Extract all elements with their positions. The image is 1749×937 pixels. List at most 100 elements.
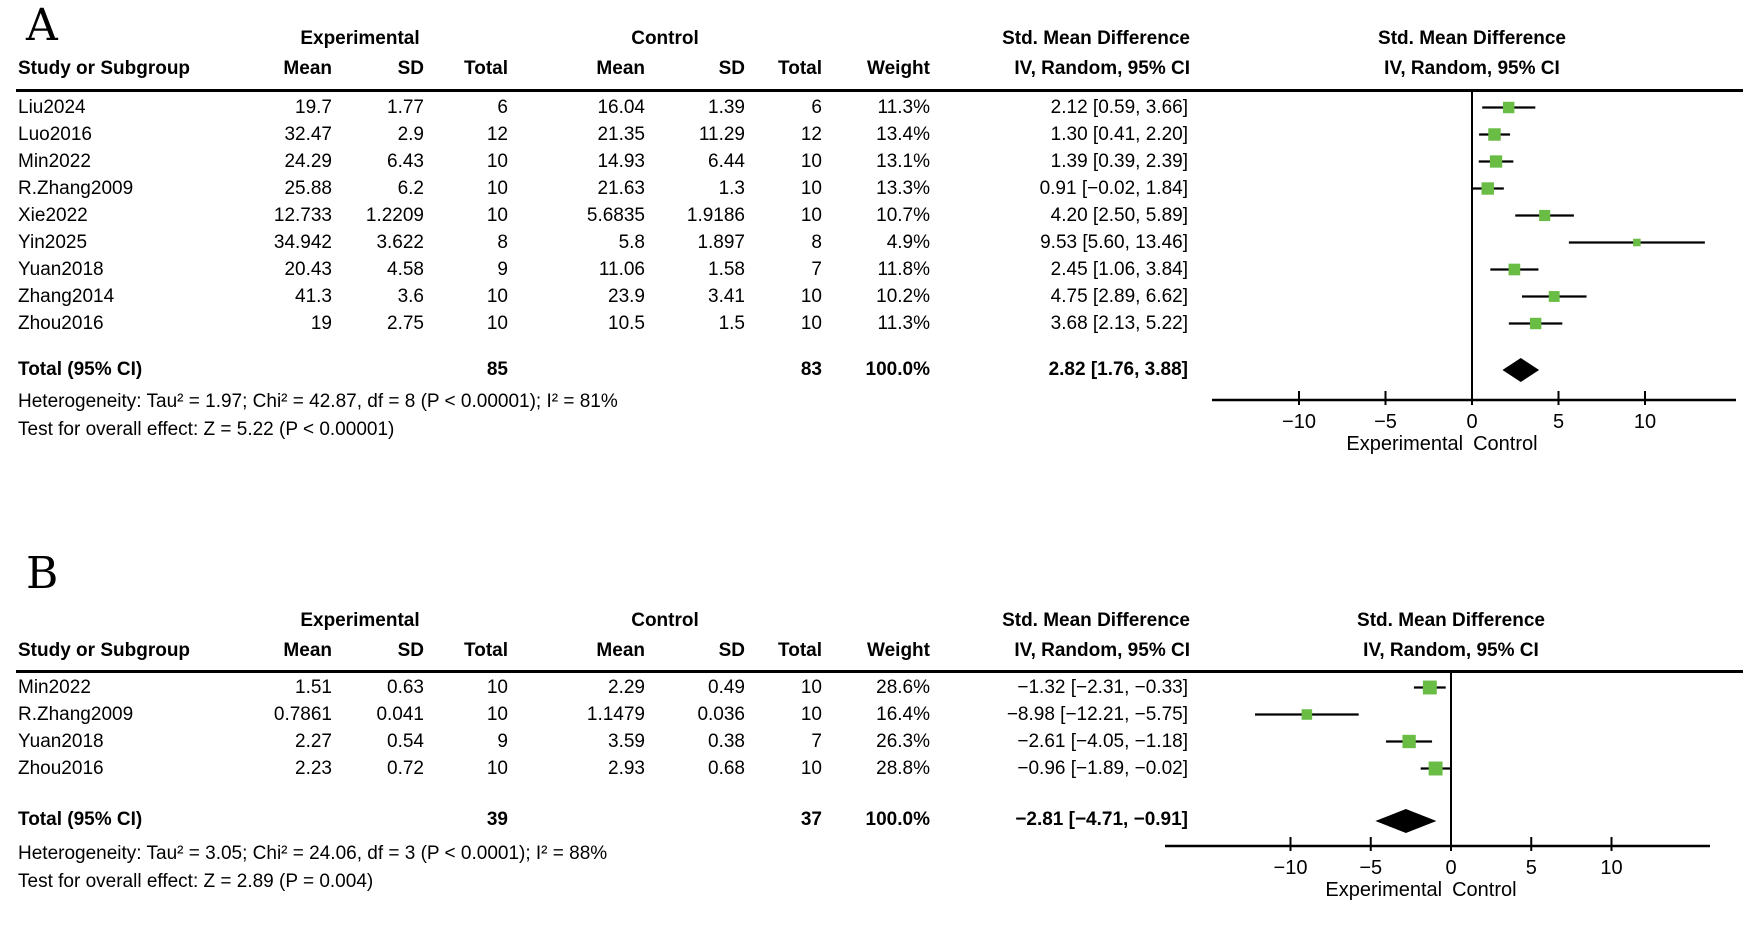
study-name: Xie2022 — [18, 205, 88, 226]
ci-text-cell: 0.91 [−0.02, 1.84] — [1039, 178, 1188, 199]
ci-text-cell: 9.53 [5.60, 13.46] — [1040, 232, 1188, 253]
total-row-a: Total (95% CI) 85 83 100.0% 2.82 [1.76, … — [0, 356, 1749, 384]
study-column-header: Study or Subgroup — [18, 58, 191, 79]
group-header-row-b: Experimental Control Std. Mean Differenc… — [0, 608, 1749, 634]
total-label: Total (95% CI) — [18, 359, 143, 380]
weight-cell: 13.1% — [876, 151, 930, 172]
exp-mean-cell: 2.23 — [295, 758, 332, 779]
exp-sd-cell: 4.58 — [387, 259, 424, 280]
study-row: Min2022 24.29 6.43 10 14.93 6.44 10 13.1… — [18, 148, 1749, 175]
group-header-row-a: Experimental Control Std. Mean Differenc… — [0, 26, 1749, 52]
total-weight: 100.0% — [865, 809, 930, 830]
spacer — [212, 806, 332, 834]
ctl-sd-cell: 0.036 — [697, 704, 745, 725]
exp-sd-cell: 0.54 — [387, 731, 424, 752]
exp-mean-cell: 12.733 — [273, 205, 332, 226]
exp-mean-cell: 32.47 — [284, 124, 332, 145]
study-table-body-a: Liu2024 19.7 1.77 6 16.04 1.39 6 11.3% 2… — [0, 94, 1749, 337]
exp-sd-cell: 0.041 — [376, 704, 424, 725]
ctl-mean-cell: 5.6835 — [586, 205, 645, 226]
ctl-mean-header: Mean — [596, 58, 645, 79]
ci-text-cell: 4.20 [2.50, 5.89] — [1050, 205, 1188, 226]
exp-total-cell: 10 — [486, 313, 508, 334]
exp-mean-cell: 19 — [310, 313, 332, 334]
experimental-group-header: Experimental — [300, 28, 420, 49]
exp-mean-header: Mean — [283, 58, 332, 79]
exp-total-cell: 9 — [497, 731, 508, 752]
overall-effect-note-a: Test for overall effect: Z = 5.22 (P < 0… — [18, 419, 395, 440]
study-name: R.Zhang2009 — [18, 704, 134, 725]
ctl-sd-cell: 11.29 — [698, 124, 745, 145]
total-label: Total (95% CI) — [18, 809, 143, 830]
exp-mean-cell: 25.88 — [284, 178, 332, 199]
exp-total-cell: 9 — [497, 259, 508, 280]
ctl-total-header: Total — [778, 58, 822, 79]
ctl-mean-cell: 14.93 — [597, 151, 645, 172]
exp-sd-cell: 3.6 — [397, 286, 424, 307]
study-name: Min2022 — [18, 677, 91, 698]
exp-mean-cell: 41.3 — [295, 286, 332, 307]
exp-total-cell: 10 — [486, 286, 508, 307]
ctl-total-cell: 7 — [811, 731, 822, 752]
study-row: Zhang2014 41.3 3.6 10 23.9 3.41 10 10.2%… — [18, 283, 1749, 310]
weight-header: Weight — [867, 640, 930, 661]
study-row: Zhou2016 19 2.75 10 10.5 1.5 10 11.3% 3.… — [18, 310, 1749, 337]
weight-cell: 10.2% — [876, 286, 930, 307]
exp-total-cell: 10 — [486, 151, 508, 172]
total-weight: 100.0% — [865, 359, 930, 380]
header-rule — [16, 670, 1743, 673]
weight-cell: 16.4% — [876, 704, 930, 725]
total-ci-text: 2.82 [1.76, 3.88] — [1048, 359, 1188, 380]
ctl-sd-cell: 1.39 — [708, 97, 745, 118]
exp-sd-header: SD — [397, 58, 424, 79]
ctl-total-cell: 10 — [800, 313, 822, 334]
spacer — [332, 806, 424, 834]
ctl-total-cell: 10 — [800, 286, 822, 307]
ctl-mean-cell: 11.06 — [598, 259, 645, 280]
ctl-total-cell: 10 — [800, 677, 822, 698]
ctl-sd-cell: 0.68 — [708, 758, 745, 779]
exp-total-cell: 10 — [486, 758, 508, 779]
ctl-total-cell: 10 — [800, 205, 822, 226]
ctl-sd-header: SD — [718, 58, 745, 79]
exp-sd-cell: 3.622 — [376, 232, 424, 253]
total-exp-n: 85 — [486, 359, 508, 380]
panel-b: B Experimental Control Std. Mean Differe… — [0, 546, 1749, 937]
ctl-sd-cell: 0.38 — [708, 731, 745, 752]
ci-text-cell: 1.39 [0.39, 2.39] — [1050, 151, 1188, 172]
ctl-total-cell: 10 — [800, 758, 822, 779]
ctl-mean-cell: 1.1479 — [586, 704, 645, 725]
ctl-total-cell: 12 — [800, 124, 822, 145]
weight-cell: 4.9% — [886, 232, 930, 253]
exp-sd-header: SD — [397, 640, 424, 661]
ci-method-table-header: IV, Random, 95% CI — [1014, 640, 1190, 661]
exp-mean-cell: 2.27 — [295, 731, 332, 752]
exp-sd-cell: 0.72 — [387, 758, 424, 779]
ci-text-cell: −2.61 [−4.05, −1.18] — [1017, 731, 1188, 752]
weight-cell: 28.6% — [876, 677, 930, 698]
exp-sd-cell: 2.9 — [397, 124, 424, 145]
ctl-mean-cell: 2.93 — [608, 758, 645, 779]
ctl-total-cell: 10 — [800, 151, 822, 172]
ctl-sd-cell: 1.3 — [718, 178, 745, 199]
study-name: Zhou2016 — [18, 758, 104, 779]
ctl-mean-cell: 5.8 — [618, 232, 645, 253]
total-row-b: Total (95% CI) 39 37 100.0% −2.81 [−4.71… — [0, 806, 1749, 834]
weight-cell: 28.8% — [876, 758, 930, 779]
weight-cell: 13.4% — [876, 124, 930, 145]
ctl-mean-header: Mean — [596, 640, 645, 661]
study-name: Zhang2014 — [18, 286, 115, 307]
ctl-total-header: Total — [778, 640, 822, 661]
exp-total-cell: 10 — [486, 178, 508, 199]
heterogeneity-note-b: Heterogeneity: Tau² = 3.05; Chi² = 24.06… — [18, 843, 608, 864]
ctl-sd-cell: 3.41 — [708, 286, 745, 307]
spacer — [332, 356, 424, 384]
study-name: Liu2024 — [18, 97, 86, 118]
study-row: Yuan2018 2.27 0.54 9 3.59 0.38 7 26.3% −… — [18, 728, 1749, 755]
study-name: Zhou2016 — [18, 313, 104, 334]
ci-method-table-header: IV, Random, 95% CI — [1014, 58, 1190, 79]
weight-cell: 11.8% — [877, 259, 930, 280]
exp-total-header: Total — [464, 58, 508, 79]
study-column-header: Study or Subgroup — [18, 640, 191, 661]
smd-plot-header: Std. Mean Difference — [1378, 28, 1566, 49]
